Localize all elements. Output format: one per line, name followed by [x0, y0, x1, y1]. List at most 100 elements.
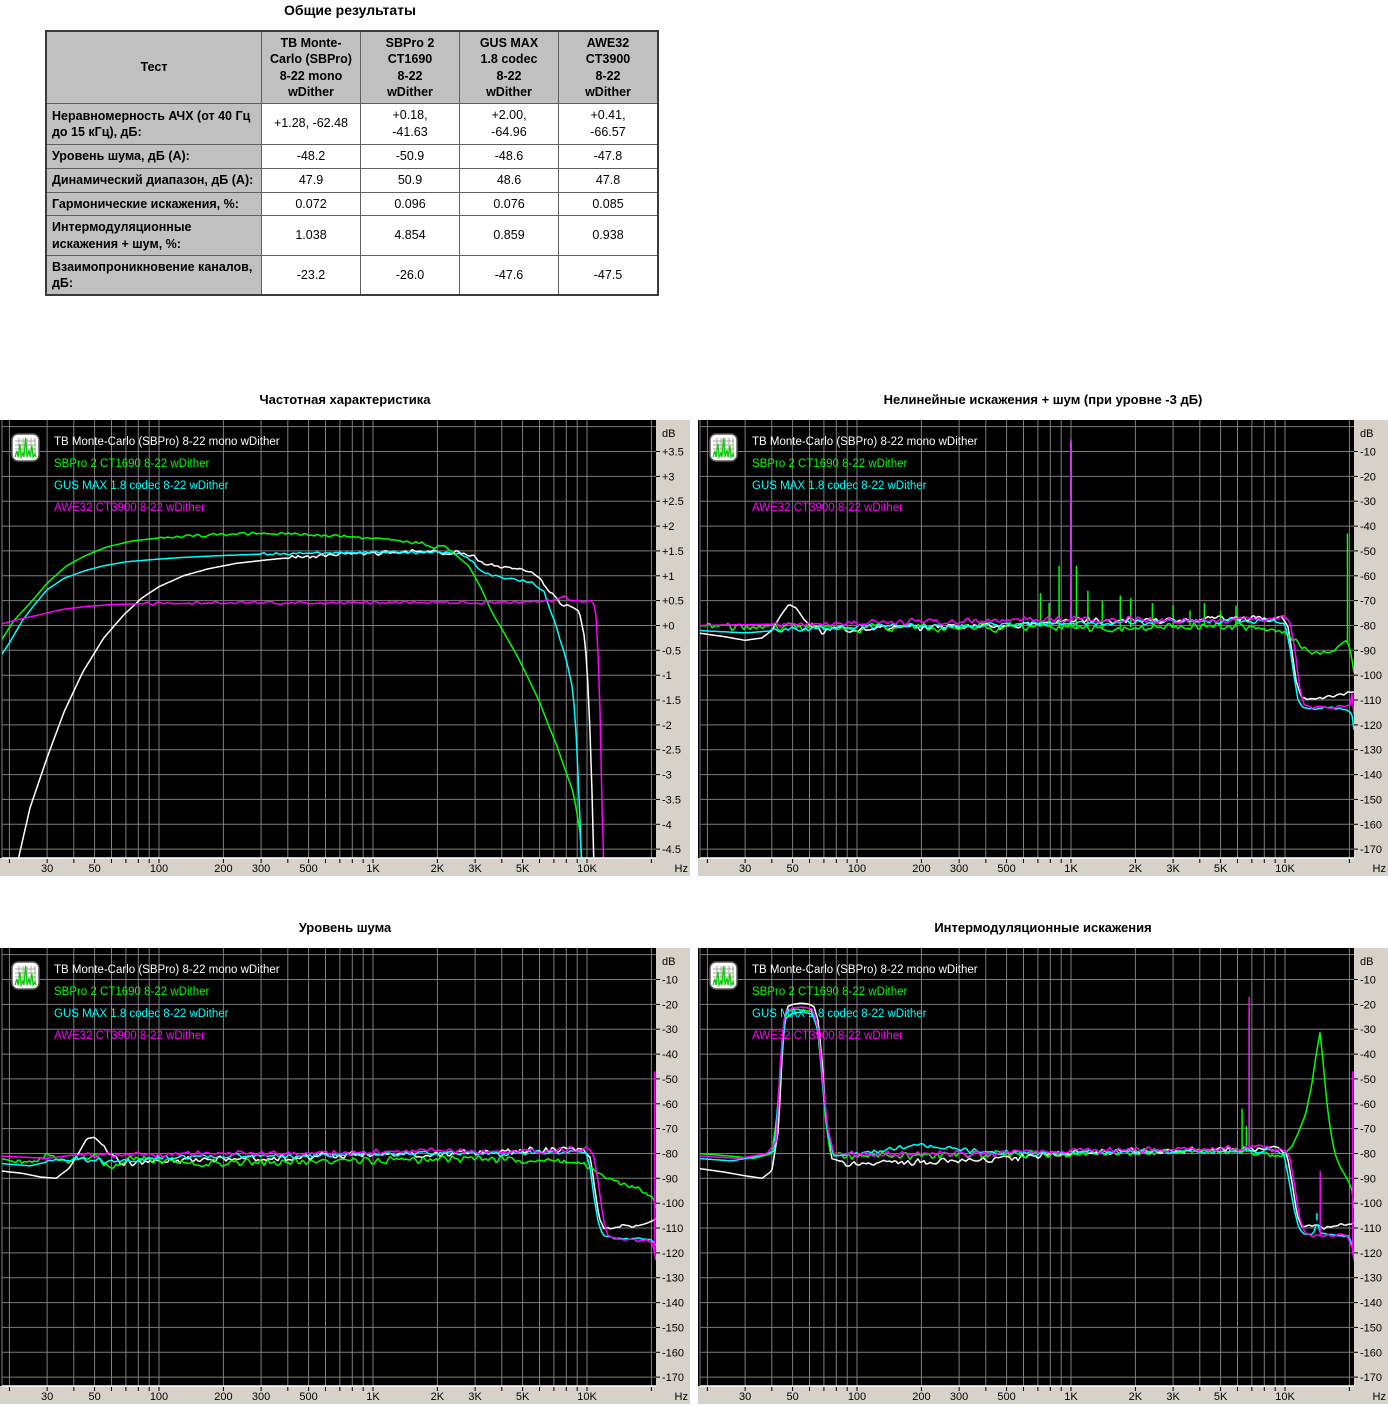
- curve-sbpro2: [700, 621, 1354, 673]
- x-tick-label: 10K: [577, 1391, 597, 1403]
- legend-item-gus: GUS MAX 1.8 codec 8-22 wDither: [752, 480, 927, 492]
- table-header-card-3: AWE32 CT3900 8-22 wDither: [558, 30, 659, 104]
- y-tick-label: +2: [662, 521, 675, 533]
- table-row: Интермодуляционные искажения + шум, %: 1.…: [45, 215, 659, 256]
- spectrum-icon: [11, 433, 40, 462]
- table-cell: -48.2: [261, 143, 361, 169]
- x-tick-label: 200: [912, 1391, 930, 1403]
- x-tick-label: 500: [997, 863, 1015, 875]
- y-tick-label: -4.5: [662, 844, 681, 856]
- y-tick-label: -100: [1360, 1198, 1382, 1210]
- summary-table: Тест TB Monte- Carlo (SBPro) 8-22 mono wD…: [45, 30, 659, 297]
- table-cell: 47.9: [261, 167, 361, 193]
- table-row: Гармонические искажения, %: 0.072 0.096 0.0…: [45, 191, 659, 217]
- legend-item-sbpro2: SBPro 2 CT1690 8-22 wDither: [54, 986, 209, 998]
- x-tick-labels: 30 50 100 200 300 500 1K 2K 3K 5K 10K Hz: [739, 863, 1386, 875]
- legend-item-awe32: AWE32 CT3900 8-22 wDither: [752, 502, 903, 514]
- y-tick-label: -140: [1360, 770, 1382, 782]
- table-cell: -50.9: [360, 143, 460, 169]
- y-tick-label: +3.5: [662, 447, 684, 459]
- y-tick-label: -160: [1360, 819, 1382, 831]
- y-tick-label: -170: [1360, 844, 1382, 856]
- x-tick-label: 300: [950, 863, 968, 875]
- table-cell: 47.8: [558, 167, 659, 193]
- chart-canvas-fr: 30 50 100 200 300 500 1K 2K 3K 5K 10K Hz dB +3.5 +3 +2.…: [0, 420, 690, 876]
- x-tick-label: 300: [252, 1391, 270, 1403]
- y-tick-label: +0: [662, 621, 675, 633]
- y-tick-label: -10: [1360, 975, 1376, 987]
- grid: [1, 948, 656, 1386]
- y-tick-label: -140: [1360, 1298, 1382, 1310]
- y-tick-label: -170: [662, 1372, 684, 1384]
- x-ticks: [706, 859, 1350, 863]
- x-tick-label: 30: [739, 863, 751, 875]
- y-tick-label: -160: [662, 1347, 684, 1359]
- table-cell: 1.038: [261, 215, 361, 256]
- legend-item-gus: GUS MAX 1.8 codec 8-22 wDither: [54, 480, 229, 492]
- x-tick-label: 50: [786, 1391, 798, 1403]
- y-tick-label: -50: [662, 1074, 678, 1086]
- table-header-card-0: TB Monte- Carlo (SBPro) 8-22 mono wDithe…: [261, 30, 361, 104]
- y-tick-label: -2.5: [662, 745, 681, 757]
- y-tick-label: -80: [1360, 1149, 1376, 1161]
- x-tick-label: 500: [299, 1391, 317, 1403]
- x-tick-label: 2K: [1129, 1391, 1143, 1403]
- x-axis-unit: Hz: [1373, 1391, 1386, 1403]
- x-tick-label: 300: [252, 863, 270, 875]
- y-tick-label: -120: [1360, 720, 1382, 732]
- curve-awe32: [700, 1006, 1354, 1261]
- legend: TB Monte-Carlo (SBPro) 8-22 mono wDither…: [752, 436, 978, 514]
- table-cell: 48.6: [459, 167, 559, 193]
- y-tick-label: -140: [662, 1298, 684, 1310]
- y-tick-label: -20: [662, 999, 678, 1011]
- x-tick-label: 3K: [1166, 1391, 1180, 1403]
- chart-canvas-thdn: 30 50 100 200 300 500 1K 2K 3K 5K 10K Hz dB -10 -20 -30…: [698, 420, 1388, 876]
- row-label: Неравномерность АЧХ (от 40 Гц до 15 кГц)…: [45, 103, 262, 145]
- curve-sbpro2: [2, 1152, 656, 1209]
- x-tick-label: 50: [88, 1391, 100, 1403]
- table-cell: 50.9: [360, 167, 460, 193]
- grid: [1, 420, 656, 858]
- y-tick-label: -4: [662, 819, 672, 831]
- x-tick-label: 200: [214, 863, 232, 875]
- y-tick-label: -1: [662, 670, 672, 682]
- legend-item-tb: TB Monte-Carlo (SBPro) 8-22 mono wDither: [54, 436, 280, 448]
- y-tick-label: -2: [662, 720, 672, 732]
- y-tick-label: -110: [1360, 695, 1381, 707]
- y-tick-label: -70: [1360, 596, 1376, 608]
- y-tick-label: -10: [662, 975, 678, 987]
- x-tick-label: 100: [848, 863, 866, 875]
- y-tick-label: -120: [1360, 1248, 1382, 1260]
- x-tick-label: 300: [950, 1391, 968, 1403]
- chart-title-imd: Интермодуляционные искажения: [934, 920, 1152, 935]
- table-cell: -47.8: [558, 143, 659, 169]
- table-cell: -47.6: [459, 254, 559, 296]
- table-header-test: Тест: [45, 30, 262, 104]
- table-cell: 4.854: [360, 215, 460, 256]
- x-tick-label: 10K: [577, 863, 597, 875]
- y-tick-label: +3: [662, 471, 675, 483]
- row-label: Интермодуляционные искажения + шум, %:: [45, 215, 262, 256]
- y-tick-label: -1.5: [662, 695, 681, 707]
- legend-item-awe32: AWE32 CT3900 8-22 wDither: [752, 1030, 903, 1042]
- y-tick-label: +1.5: [662, 546, 684, 558]
- y-tick-label: -70: [662, 1124, 678, 1136]
- y-tick-label: -30: [662, 1024, 678, 1036]
- table-row: Динамический диапазон, дБ (А): 47.9 50.9 48…: [45, 167, 659, 193]
- y-tick-label: -50: [1360, 1074, 1376, 1086]
- x-tick-label: 10K: [1275, 1391, 1295, 1403]
- y-tick-label: -80: [662, 1149, 678, 1161]
- chart-title-frequency-response: Частотная характеристика: [259, 392, 431, 407]
- curve-gus: [700, 1011, 1354, 1258]
- y-tick-label: -150: [1360, 1322, 1382, 1334]
- y-tick-label: -90: [1360, 1173, 1376, 1185]
- legend-item-awe32: AWE32 CT3900 8-22 wDither: [54, 502, 205, 514]
- legend-item-sbpro2: SBPro 2 CT1690 8-22 wDither: [752, 458, 907, 470]
- x-tick-label: 5K: [516, 1391, 530, 1403]
- y-axis-unit: dB: [1360, 428, 1373, 440]
- table-header-card-2: GUS MAX 1.8 codec 8-22 wDither: [459, 30, 559, 104]
- spectrum-icon: [11, 961, 40, 990]
- x-tick-label: 200: [912, 863, 930, 875]
- x-tick-label: 50: [786, 863, 798, 875]
- x-ticks: [8, 1387, 652, 1391]
